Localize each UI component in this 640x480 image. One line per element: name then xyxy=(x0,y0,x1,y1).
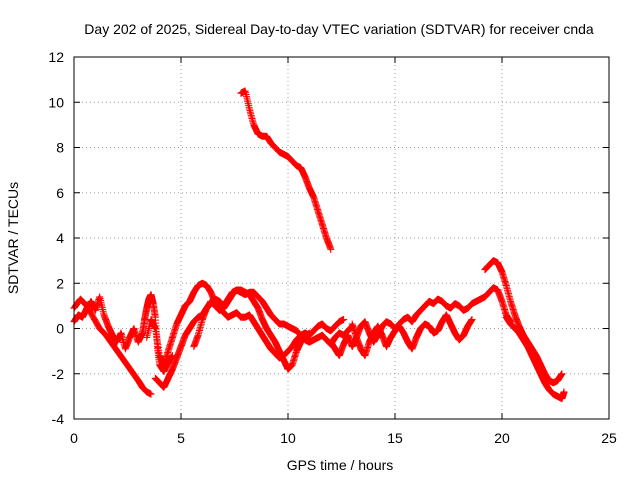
data-markers xyxy=(70,87,568,403)
y-tick-label: 4 xyxy=(56,230,64,246)
series-pass-5 xyxy=(190,286,356,351)
y-axis-label: SDTVAR / TECUs xyxy=(5,182,21,294)
marker-trace xyxy=(502,313,568,403)
chart-title: Day 202 of 2025, Sidereal Day-to-day VTE… xyxy=(84,21,594,37)
y-tick-label: -4 xyxy=(52,411,65,427)
x-axis-label: GPS time / hours xyxy=(287,457,394,473)
marker-trace xyxy=(348,311,476,360)
x-tick-label: 0 xyxy=(70,430,78,446)
x-tick-label: 15 xyxy=(387,430,403,446)
x-tick-label: 5 xyxy=(177,430,185,446)
series-pass-10 xyxy=(502,313,568,403)
y-tick-label: 8 xyxy=(56,140,64,156)
y-tick-label: 0 xyxy=(56,321,64,337)
axis-ticks: 0 5 10 15 20 25 -4 -2 0 2 4 6 8 10 12 xyxy=(48,49,617,446)
grid-lines xyxy=(74,57,609,419)
y-tick-label: 10 xyxy=(48,94,64,110)
x-tick-label: 20 xyxy=(494,430,510,446)
y-tick-label: 2 xyxy=(56,275,64,291)
marker-trace xyxy=(190,286,356,351)
series-pass-8 xyxy=(348,311,476,360)
marker-trace xyxy=(237,87,335,253)
y-tick-label: -2 xyxy=(52,366,65,382)
series-pass-6 xyxy=(237,87,335,253)
x-tick-label: 25 xyxy=(601,430,617,446)
x-tick-label: 10 xyxy=(280,430,296,446)
y-tick-label: 12 xyxy=(48,49,64,65)
y-tick-label: 6 xyxy=(56,185,64,201)
